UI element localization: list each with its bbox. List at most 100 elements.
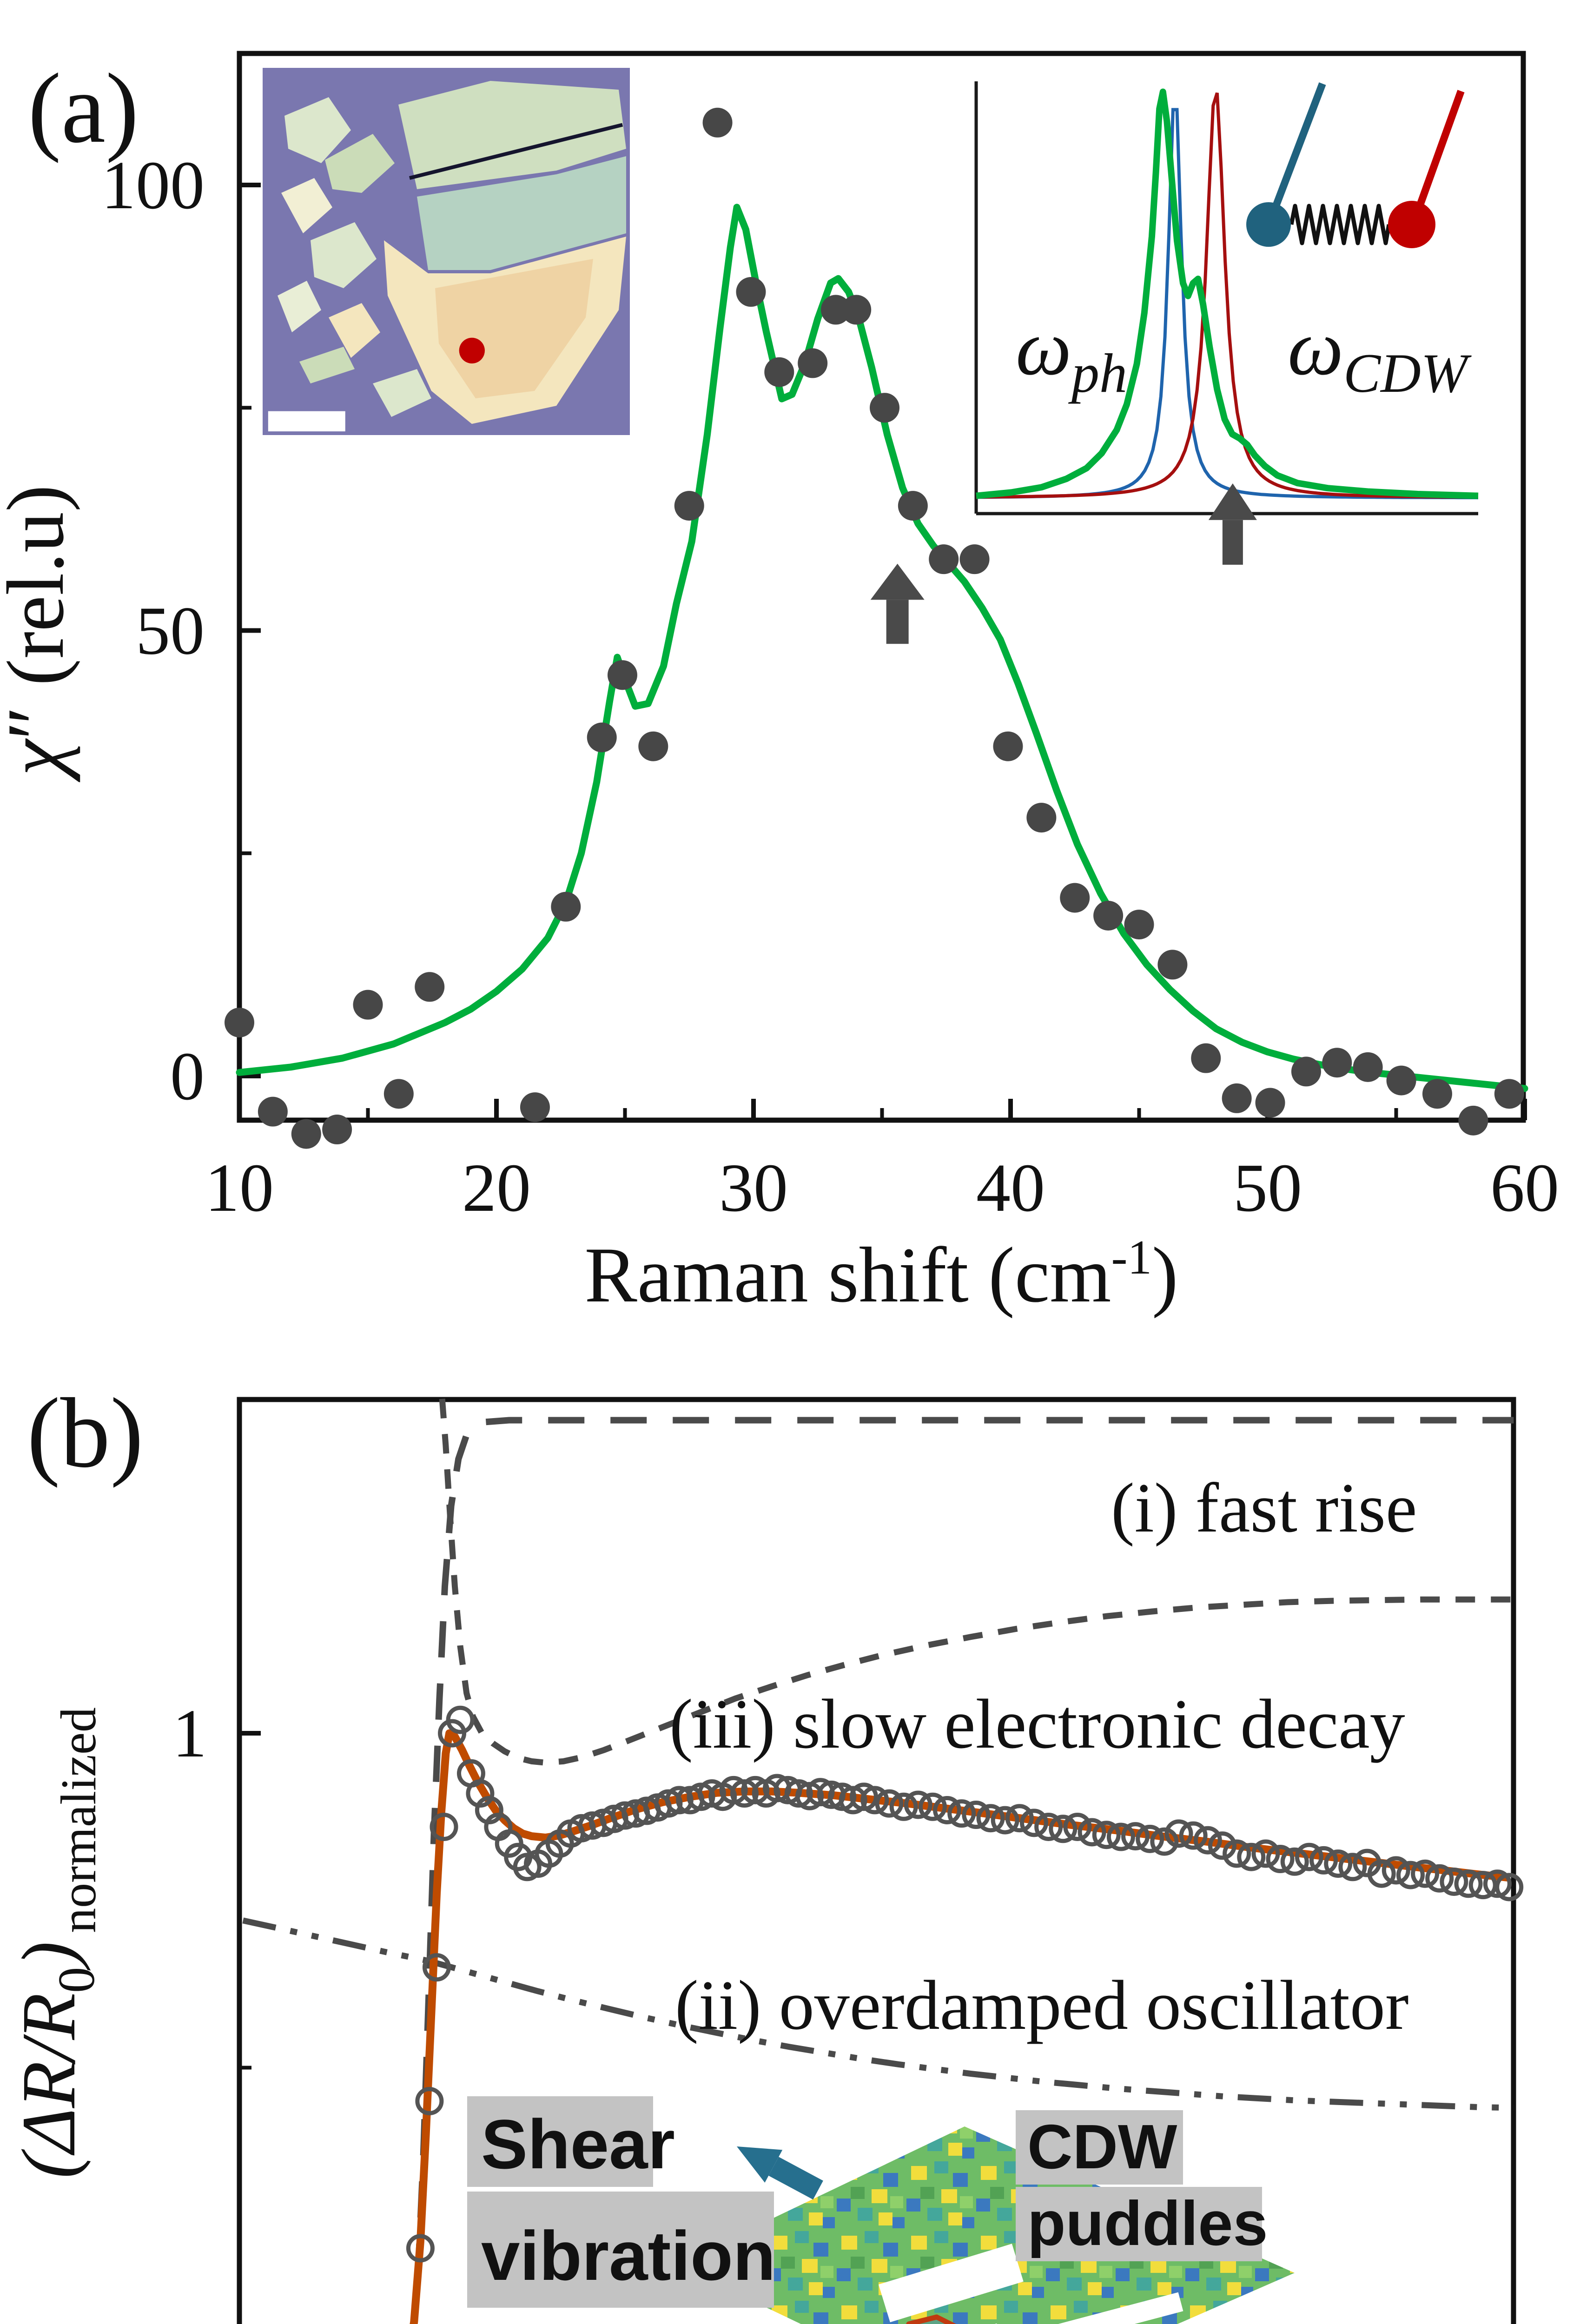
pump-probe-data-point (415, 2086, 444, 2115)
panel-b-label: (b) (27, 1377, 144, 1488)
raman-shoulder-arrow-icon (870, 563, 925, 644)
pump-probe-data-point (446, 1705, 475, 1734)
raman-data-point (1353, 1052, 1383, 1082)
pump-probe-data-point (1237, 1842, 1266, 1871)
omega-ph-subscript: ph (1068, 342, 1127, 404)
annotation-fast-rise: (i) fast rise (1111, 1469, 1417, 1547)
panel-a: 10 20 30 40 50 60 0 50 100 (a) χ″ (rel.u) Raman … (0, 51, 1559, 1319)
raman-data-point (383, 1079, 414, 1109)
pump-probe-data-point (1063, 1812, 1092, 1841)
micro-flake (373, 369, 431, 417)
pump-probe-data-point (991, 1806, 1019, 1835)
raman-data-point (870, 393, 900, 423)
plot-frame (237, 1397, 1516, 2324)
pump-probe-data-point (1034, 1812, 1063, 1841)
micro-flake-mid (417, 156, 626, 270)
pump-probe-data-point (1266, 1845, 1295, 1874)
map-gap-slash (1058, 2292, 1183, 2324)
pump-probe-data-point (962, 1801, 991, 1829)
pump-probe-data-point (1367, 1859, 1396, 1888)
pump-probe-data-point (1309, 1846, 1338, 1875)
raman-data-point (764, 357, 794, 387)
micro-flake (281, 178, 332, 233)
pump-probe-data-point (1019, 1809, 1048, 1837)
micro-flake (278, 281, 321, 332)
raman-data-point (674, 491, 704, 521)
raman-data-point (959, 544, 990, 574)
puddles-text: puddles (1027, 2188, 1268, 2258)
inset-shoulder-arrow-icon (1208, 483, 1257, 565)
pump-probe-data-point (1251, 1839, 1280, 1868)
shear-text: Shear (481, 2105, 675, 2183)
spring-icon (1289, 204, 1391, 245)
shear-arrow-up-left-icon (737, 2146, 823, 2200)
omega-ph-label: ωph (1016, 304, 1127, 404)
micro-flake (311, 222, 377, 288)
cdw-text: CDW (1027, 2112, 1177, 2182)
raman-data-point (993, 731, 1023, 761)
raman-data-point (1060, 883, 1090, 913)
pump-probe-data-point (1324, 1849, 1353, 1878)
a-x-title-close: ) (1152, 1231, 1178, 1319)
raman-data-point (1093, 900, 1124, 931)
panel-a-plot-area (225, 107, 1528, 1149)
pump-probe-data-point (1193, 1826, 1222, 1855)
pump-probe-data-point (933, 1796, 962, 1824)
laser-spot-marker (459, 337, 485, 363)
raman-data-point (929, 544, 959, 574)
pump-probe-data-point (918, 1792, 947, 1821)
raman-data-point (225, 1007, 254, 1037)
raman-data-point (841, 295, 872, 325)
raman-data-point (1458, 1105, 1488, 1136)
map-gap-slash (693, 2294, 771, 2324)
raman-fit-curve (236, 204, 1528, 1092)
pump-probe-data-point (1454, 1869, 1483, 1898)
pump-probe-data-point (860, 1786, 889, 1815)
pump-probe-data-point (1411, 1859, 1440, 1888)
chi-symbol: χ (0, 738, 80, 783)
raman-data-point (736, 277, 766, 307)
y-tick-label: 1 (172, 1696, 207, 1772)
panel-b-plot-area (242, 1399, 1524, 2324)
a-y-units: (rel.u) (0, 485, 80, 706)
inset-cdw-curve (976, 92, 1478, 499)
pump-probe-data-point (1280, 1847, 1309, 1876)
vibration-label-box (467, 2192, 774, 2308)
a-y-axis-title: χ″ (rel.u) (0, 485, 80, 783)
raman-data-point (1191, 1043, 1221, 1073)
pump-probe-data-point (1049, 1815, 1078, 1843)
raman-data-point (1386, 1065, 1416, 1096)
pump-probe-data-point (1396, 1861, 1425, 1889)
x-tick-label: 50 (1233, 1150, 1302, 1226)
raman-data-point (551, 891, 581, 922)
pump-probe-data-point (430, 1812, 458, 1841)
micro-flake-top (398, 81, 626, 189)
micro-crack-line (409, 123, 623, 180)
x-tick-label: 60 (1490, 1150, 1559, 1226)
pump-probe-data-point (1136, 1824, 1164, 1853)
x-tick-label: 20 (462, 1150, 531, 1226)
chi-primes: ″ (0, 706, 80, 740)
a-x-title-superscript: -1 (1111, 1230, 1151, 1284)
vibration-text: vibration (481, 2217, 775, 2295)
panel-a-label: (a) (28, 53, 139, 164)
pump-probe-data-point (1223, 1839, 1251, 1868)
x-tick-label: 10 (205, 1150, 274, 1226)
micro-flake-inner (435, 259, 593, 398)
pump-probe-data-point (406, 2234, 435, 2263)
y-tick-label: 50 (136, 593, 205, 669)
a-x-title-main: Raman shift (cm (584, 1231, 1111, 1319)
omega-cdw-subscript: CDW (1343, 342, 1472, 404)
pump-probe-data-point (904, 1790, 932, 1819)
raman-data-point (258, 1096, 288, 1127)
raman-data-point (291, 1119, 321, 1149)
raman-data-point (353, 990, 383, 1020)
raman-data-point (1157, 950, 1188, 980)
pump-probe-data-point (1468, 1871, 1497, 1900)
raman-data-point (520, 1092, 550, 1122)
pump-probe-data-point (784, 1779, 813, 1808)
pendulum-rod-right (1417, 90, 1465, 205)
annotation-overdamped-oscillator: (ii) overdamped oscillator (675, 1966, 1409, 2044)
omega-cdw-label: ωCDW (1288, 304, 1472, 404)
raman-data-point (322, 1115, 352, 1145)
